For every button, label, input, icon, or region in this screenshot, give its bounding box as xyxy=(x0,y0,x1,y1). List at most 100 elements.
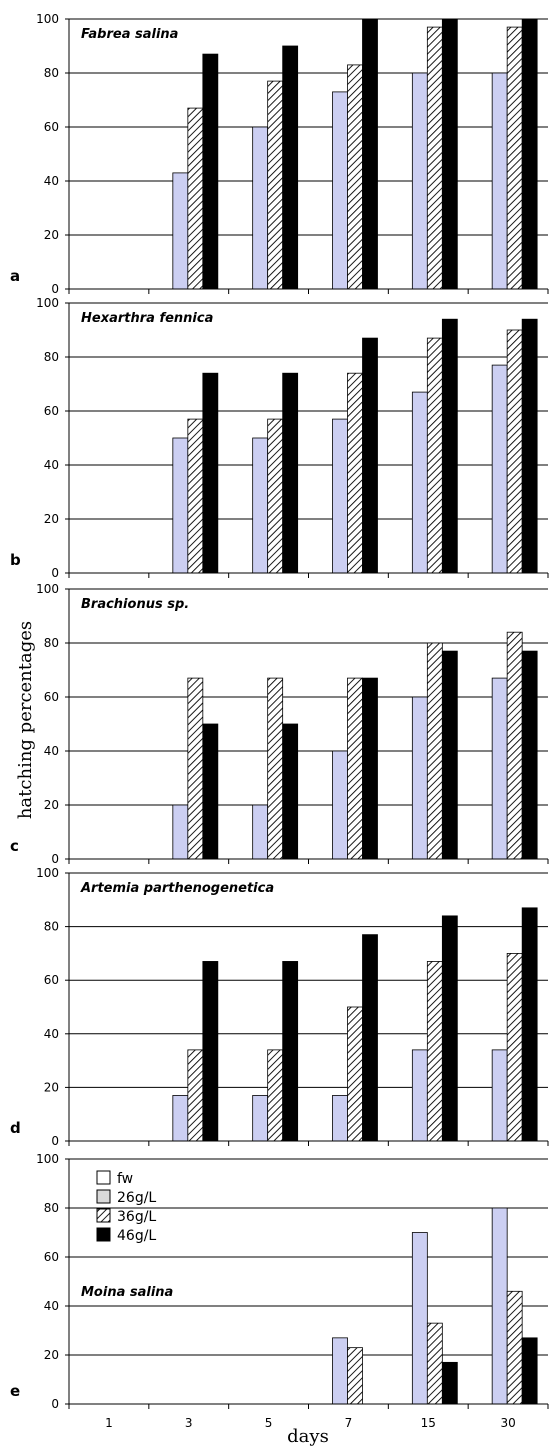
bar-d-26gL-3 xyxy=(172,1095,189,1142)
y-tick-label-a-20: 20 xyxy=(44,228,59,242)
bar-c-46gL-7 xyxy=(362,677,378,860)
y-tick-label-e-80: 80 xyxy=(44,1201,59,1215)
bar-c-26gL-5 xyxy=(252,804,269,860)
bar-a-36gL-15 xyxy=(426,26,443,290)
bar-b-26gL-30 xyxy=(491,364,508,574)
panel-letter-d: d xyxy=(10,1119,21,1137)
bar-c-36gL-30 xyxy=(506,631,523,860)
bar-b-26gL-5 xyxy=(252,437,269,574)
y-tick-label-e-0: 0 xyxy=(51,1397,59,1411)
x-axis-title: days xyxy=(287,1426,329,1446)
panel-e: 0 20 40 60 80 100 e Moina salina fw 26g/L 36g/L 46g… xyxy=(10,1152,549,1430)
panel-c: 0 20 40 60 80 100 c Brachionus sp. xyxy=(10,582,549,866)
bar-b-36gL-5 xyxy=(267,418,284,574)
y-axis-title: hatching percentages xyxy=(15,621,36,819)
bar-d-46gL-15 xyxy=(441,915,458,1142)
bar-c-26gL-30 xyxy=(491,677,508,860)
legend-label-36gL: 36g/L xyxy=(117,1209,156,1225)
y-tick-label-d-100: 100 xyxy=(36,866,59,880)
y-tick-label-c-0: 0 xyxy=(51,852,59,866)
x-tick-label-7: 7 xyxy=(345,1416,353,1430)
bar-d-46gL-5 xyxy=(282,961,299,1142)
bar-b-46gL-15 xyxy=(441,318,458,574)
bar-e-26gL-7 xyxy=(332,1337,348,1405)
y-tick-label-d-0: 0 xyxy=(51,1134,59,1148)
bar-e-26gL-15 xyxy=(411,1232,428,1405)
bar-d-46gL-7 xyxy=(362,934,378,1142)
bar-a-36gL-30 xyxy=(506,26,523,290)
x-tick-label-30: 30 xyxy=(500,1416,515,1430)
bar-a-36gL-3 xyxy=(187,107,204,290)
bar-a-36gL-5 xyxy=(267,80,284,290)
legend-label-26gL: 26g/L xyxy=(117,1190,156,1206)
panel-letter-b: b xyxy=(10,551,21,569)
y-tick-label-b-40: 40 xyxy=(44,458,59,472)
legend-swatch-46gL xyxy=(96,1227,111,1242)
y-tick-label-d-80: 80 xyxy=(44,920,59,934)
bar-d-26gL-5 xyxy=(252,1095,269,1142)
bar-b-46gL-7 xyxy=(362,337,378,574)
bar-d-26gL-7 xyxy=(332,1095,348,1142)
bar-b-36gL-7 xyxy=(347,372,363,574)
y-tick-label-d-40: 40 xyxy=(44,1027,59,1041)
bar-b-36gL-3 xyxy=(187,418,204,574)
y-tick-label-c-60: 60 xyxy=(44,690,59,704)
panel-b: 0 20 40 60 80 100 b Hexarthra fennica xyxy=(10,296,549,580)
bar-e-36gL-7 xyxy=(347,1347,363,1405)
bar-a-36gL-7 xyxy=(347,64,363,290)
bar-c-26gL-7 xyxy=(332,750,348,860)
bar-b-26gL-3 xyxy=(172,437,189,574)
bar-e-46gL-15 xyxy=(441,1361,458,1405)
bar-a-46gL-15 xyxy=(441,18,458,290)
bar-d-46gL-30 xyxy=(521,907,538,1142)
y-tick-label-b-60: 60 xyxy=(44,404,59,418)
y-tick-label-d-20: 20 xyxy=(44,1080,59,1094)
x-tick-label-5: 5 xyxy=(265,1416,273,1430)
bar-b-26gL-7 xyxy=(332,418,348,574)
y-tick-label-b-100: 100 xyxy=(36,296,59,310)
bar-c-36gL-15 xyxy=(426,642,443,860)
x-tick-label-3: 3 xyxy=(185,1416,193,1430)
bar-c-36gL-5 xyxy=(267,677,284,860)
bar-d-36gL-30 xyxy=(506,953,523,1142)
bar-a-46gL-30 xyxy=(521,18,538,290)
bar-d-46gL-3 xyxy=(202,961,219,1142)
y-tick-label-b-20: 20 xyxy=(44,512,59,526)
bar-c-46gL-5 xyxy=(282,723,299,860)
bar-b-46gL-5 xyxy=(282,372,299,574)
bar-c-36gL-7 xyxy=(347,677,363,860)
bar-c-46gL-15 xyxy=(441,650,458,860)
y-tick-label-d-60: 60 xyxy=(44,973,59,987)
bar-a-46gL-3 xyxy=(202,53,219,290)
y-tick-label-a-40: 40 xyxy=(44,174,59,188)
bar-e-26gL-30 xyxy=(491,1207,508,1405)
panel-title-b: Hexarthra fennica xyxy=(81,311,213,326)
panel-title-c: Brachionus sp. xyxy=(81,597,189,612)
x-tick-label-1: 1 xyxy=(105,1416,113,1430)
panel-title-e: Moina salina xyxy=(81,1285,173,1300)
bar-a-26gL-15 xyxy=(411,72,428,290)
y-tick-label-e-20: 20 xyxy=(44,1348,59,1362)
y-tick-label-c-100: 100 xyxy=(36,582,59,596)
y-tick-label-e-100: 100 xyxy=(36,1152,59,1166)
bar-b-26gL-15 xyxy=(411,391,428,574)
bar-c-36gL-3 xyxy=(187,677,204,860)
bar-a-26gL-7 xyxy=(332,91,348,290)
y-tick-label-b-80: 80 xyxy=(44,350,59,364)
y-tick-label-a-80: 80 xyxy=(44,66,59,80)
y-tick-label-a-0: 0 xyxy=(51,282,59,296)
bar-b-36gL-30 xyxy=(506,329,523,574)
bar-e-36gL-30 xyxy=(506,1290,523,1405)
panel-a: 0 20 40 60 80 100 a Fabrea salina xyxy=(10,12,549,296)
legend-swatch-26gL xyxy=(96,1189,111,1204)
panel-letter-a: a xyxy=(10,267,20,285)
bar-a-26gL-30 xyxy=(491,72,508,290)
panel-d: 0 20 40 60 80 100 d Artemia parthenogenetica xyxy=(10,866,549,1148)
bar-c-26gL-3 xyxy=(172,804,189,860)
bar-d-36gL-7 xyxy=(347,1006,363,1142)
y-tick-label-b-0: 0 xyxy=(51,566,59,580)
bar-c-46gL-3 xyxy=(202,723,219,860)
bar-e-46gL-30 xyxy=(521,1337,538,1405)
panel-letter-e: e xyxy=(10,1382,20,1400)
